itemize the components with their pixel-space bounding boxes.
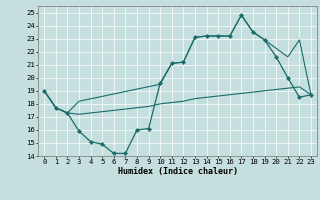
X-axis label: Humidex (Indice chaleur): Humidex (Indice chaleur) — [118, 167, 238, 176]
